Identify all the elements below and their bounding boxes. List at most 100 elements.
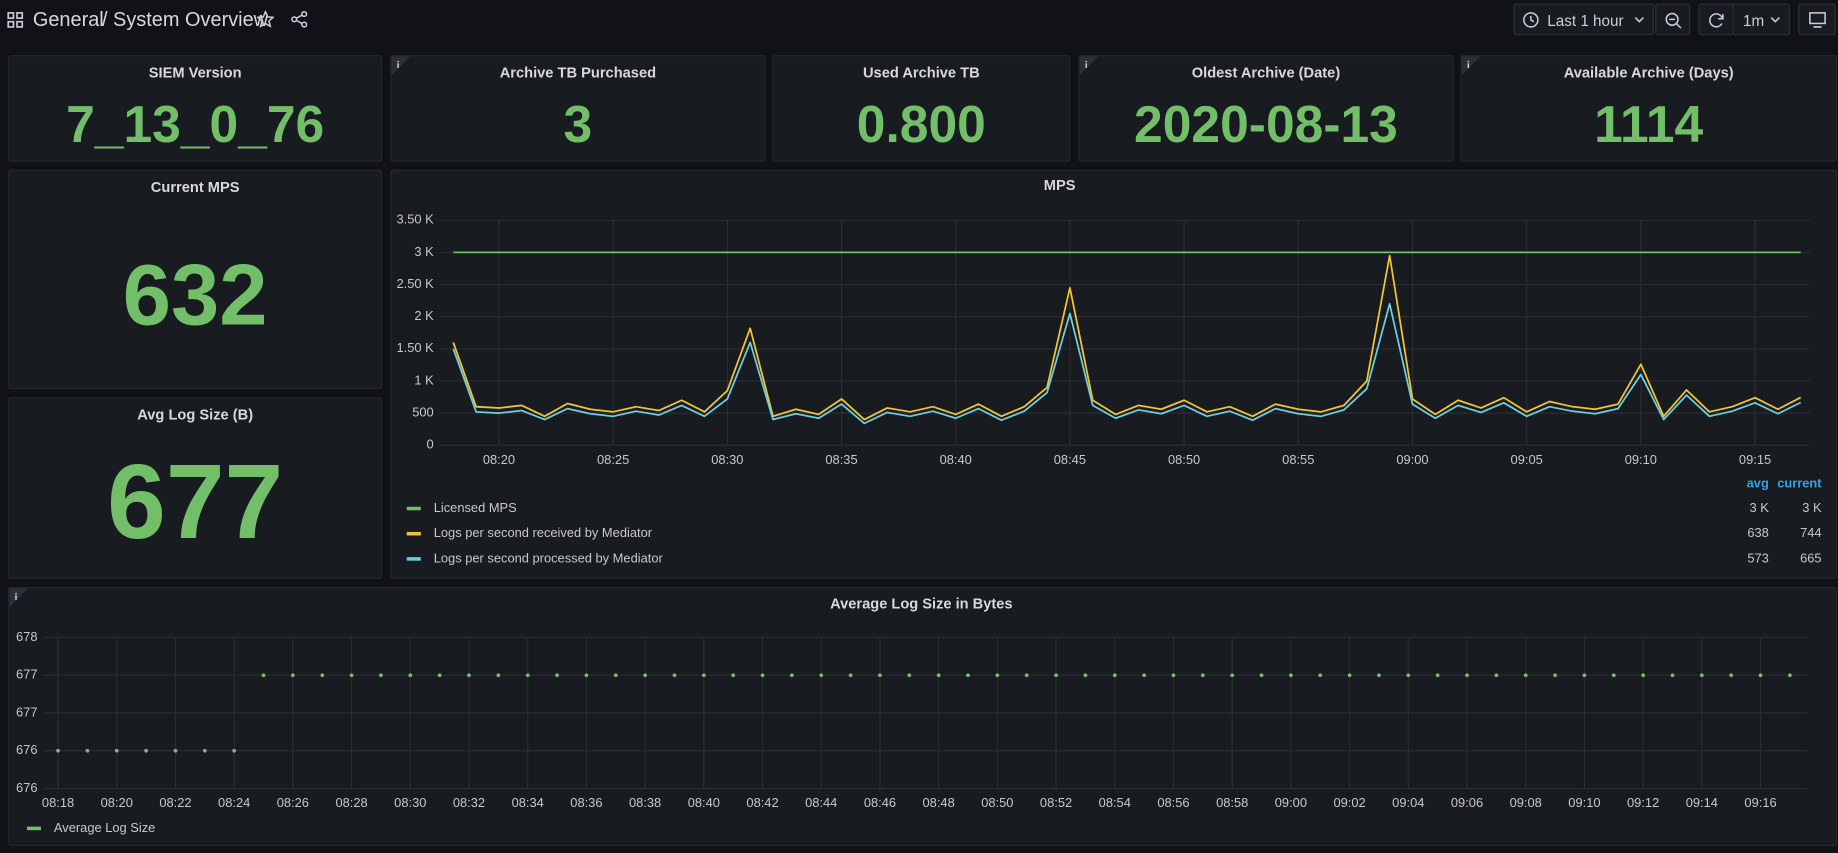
data-point — [673, 673, 677, 677]
legend-value: 3 K — [1802, 500, 1822, 515]
data-point — [878, 673, 882, 677]
tv-mode-button[interactable] — [1798, 4, 1836, 36]
time-picker[interactable]: Last 1 hour — [1513, 4, 1654, 36]
stat-value: 1114 — [1462, 100, 1836, 152]
data-point — [115, 749, 119, 753]
stat-panel: Oldest Archive (Date) 2020-08-13 — [1078, 55, 1453, 162]
x-tick-label: 09:08 — [1510, 795, 1542, 810]
legend-swatch — [407, 557, 421, 561]
x-tick-label: 08:45 — [1054, 452, 1086, 467]
data-point — [1348, 673, 1352, 677]
data-point — [849, 673, 853, 677]
chart-panel: MPS 05001 K1.50 K2 K2.50 K3 K3.50 K08:20… — [390, 170, 1836, 579]
legend-swatch — [407, 532, 421, 536]
y-tick-label: 677 — [16, 667, 37, 682]
y-tick-label: 3 K — [414, 244, 434, 259]
x-tick-label: 08:34 — [512, 795, 544, 810]
y-tick-label: 1 K — [414, 372, 434, 387]
x-tick-label: 08:32 — [453, 795, 485, 810]
series-line — [453, 304, 1800, 424]
x-tick-label: 08:50 — [1168, 452, 1200, 467]
data-point — [1289, 673, 1293, 677]
refresh-interval[interactable]: 1m — [1732, 4, 1789, 36]
data-point — [1142, 673, 1146, 677]
data-point — [232, 749, 236, 753]
legend-label: Logs per second processed by Mediator — [434, 550, 664, 565]
x-tick-label: 09:06 — [1451, 795, 1483, 810]
legend-swatch — [407, 507, 421, 511]
y-tick-label: 676 — [16, 780, 37, 795]
zoom-out-button[interactable] — [1655, 4, 1690, 36]
panel-title: Oldest Archive (Date) — [1080, 64, 1453, 80]
share-button[interactable] — [291, 11, 309, 29]
data-point — [1729, 673, 1733, 677]
series-line — [453, 256, 1800, 420]
data-point — [144, 749, 148, 753]
x-tick-label: 08:36 — [570, 795, 602, 810]
data-point — [790, 673, 794, 677]
data-point — [819, 673, 823, 677]
x-tick-label: 08:56 — [1157, 795, 1189, 810]
refresh-button[interactable] — [1699, 4, 1734, 36]
x-tick-label: 08:20 — [483, 452, 515, 467]
refresh-interval-label: 1m — [1743, 12, 1764, 30]
chart-panel: Average Log Size in Bytes 67667667767767… — [8, 587, 1837, 846]
x-tick-label: 08:35 — [825, 452, 857, 467]
data-point — [438, 673, 442, 677]
apps-icon[interactable] — [7, 12, 23, 28]
legend-swatch — [27, 827, 41, 831]
data-point — [1318, 673, 1322, 677]
data-point — [1113, 673, 1117, 677]
data-point — [1671, 673, 1675, 677]
panel-title: Avg Log Size (B) — [9, 407, 381, 423]
chart: MPS 05001 K1.50 K2 K2.50 K3 K3.50 K08:20… — [392, 171, 1837, 579]
data-point — [1054, 673, 1058, 677]
x-tick-label: 08:28 — [335, 795, 367, 810]
data-point — [585, 673, 589, 677]
zoom-icon — [1665, 12, 1683, 30]
data-point — [174, 749, 178, 753]
x-tick-label: 08:22 — [159, 795, 191, 810]
dashboard-title: / System Overview — [102, 8, 268, 31]
y-tick-label: 2 K — [414, 308, 434, 323]
x-tick-label: 08:40 — [688, 795, 720, 810]
data-point — [86, 749, 90, 753]
stat-panel: Avg Log Size (B) 677 — [8, 397, 382, 579]
y-tick-label: 2.50 K — [396, 276, 434, 291]
star-button[interactable] — [257, 11, 275, 29]
x-tick-label: 09:00 — [1396, 452, 1428, 467]
x-tick-label: 08:24 — [218, 795, 250, 810]
data-point — [966, 673, 970, 677]
panel-title: Available Archive (Days) — [1462, 64, 1836, 80]
stat-panel: SIEM Version 7_13_0_76 — [8, 55, 382, 162]
refresh-icon — [1708, 12, 1726, 30]
x-tick-label: 08:54 — [1099, 795, 1131, 810]
panel-title: Current MPS — [9, 179, 381, 195]
data-point — [1553, 673, 1557, 677]
data-point — [614, 673, 618, 677]
x-tick-label: 08:50 — [981, 795, 1013, 810]
legend-column-header: current — [1777, 475, 1822, 490]
data-point — [1759, 673, 1763, 677]
chevron — [1770, 16, 1781, 23]
legend-value: 638 — [1747, 525, 1768, 540]
data-point — [496, 673, 500, 677]
data-point — [350, 673, 354, 677]
data-point — [995, 673, 999, 677]
data-point — [1436, 673, 1440, 677]
x-tick-label: 09:02 — [1333, 795, 1365, 810]
time-range: Last 1 hour — [1547, 12, 1623, 30]
data-point — [1172, 673, 1176, 677]
y-tick-label: 500 — [412, 405, 433, 420]
x-tick-label: 08:25 — [597, 452, 629, 467]
data-point — [1260, 673, 1264, 677]
breadcrumb[interactable]: General — [33, 8, 104, 31]
chevron — [1634, 16, 1645, 23]
x-tick-label: 08:44 — [805, 795, 837, 810]
clock-icon — [1523, 12, 1539, 28]
info-corner[interactable] — [9, 588, 28, 607]
y-tick-label: 676 — [16, 742, 37, 757]
x-tick-label: 09:05 — [1511, 452, 1543, 467]
panel-title: Archive TB Purchased — [392, 64, 765, 80]
